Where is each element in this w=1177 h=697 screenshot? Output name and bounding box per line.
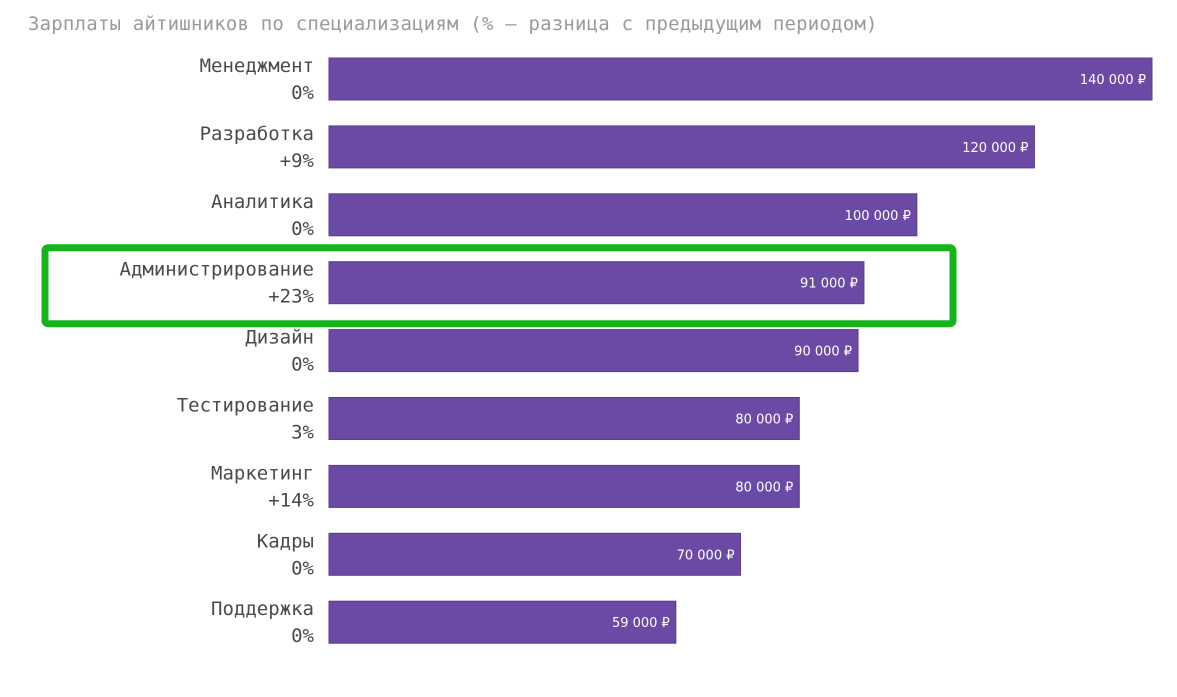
category-label: Аналитика — [211, 191, 314, 213]
bar-value-label: 80 000 ₽ — [735, 480, 793, 495]
delta-label: +14% — [268, 489, 314, 511]
category-label: Менеджмент — [200, 55, 314, 77]
delta-label: 0% — [291, 82, 314, 104]
bar — [328, 397, 800, 440]
category-label: Маркетинг — [211, 462, 314, 484]
delta-label: 3% — [291, 422, 314, 444]
bar — [328, 193, 918, 237]
bar — [328, 464, 800, 508]
category-label: Тестирование — [177, 395, 314, 417]
category-label: Поддержка — [211, 598, 314, 620]
chart-row: 100 000 ₽ Аналитика 0% — [211, 191, 918, 240]
bar-value-label: 120 000 ₽ — [962, 141, 1028, 156]
bar — [328, 329, 859, 373]
delta-label: +23% — [268, 286, 314, 308]
bar — [328, 57, 1153, 101]
delta-label: 0% — [291, 354, 314, 376]
chart-row: 140 000 ₽ Менеджмент 0% — [200, 55, 1153, 104]
chart-row: 91 000 ₽ Администрирование +23% — [120, 259, 865, 308]
bar — [328, 125, 1035, 169]
delta-label: 0% — [291, 625, 314, 647]
chart-title: Зарплаты айтишников по специализациям (%… — [28, 13, 878, 35]
chart-row: 59 000 ₽ Поддержка 0% — [211, 598, 677, 647]
category-label: Администрирование — [120, 259, 314, 281]
chart-row: 90 000 ₽ Дизайн 0% — [245, 327, 859, 376]
delta-label: 0% — [291, 218, 314, 240]
category-label: Разработка — [200, 123, 314, 145]
chart-row: 80 000 ₽ Тестирование 3% — [177, 395, 800, 444]
delta-label: +9% — [280, 150, 315, 172]
bar — [328, 532, 741, 576]
category-label: Дизайн — [245, 327, 314, 349]
highlight-frame — [41, 244, 957, 328]
delta-label: 0% — [291, 557, 314, 579]
chart-row: 80 000 ₽ Маркетинг +14% — [211, 462, 800, 511]
chart-row: 120 000 ₽ Разработка +9% — [200, 123, 1035, 172]
chart-row: 70 000 ₽ Кадры 0% — [257, 530, 741, 579]
category-label: Кадры — [257, 530, 314, 552]
bar-value-label: 91 000 ₽ — [800, 277, 858, 292]
bar-value-label: 59 000 ₽ — [612, 616, 670, 631]
bar — [328, 600, 677, 644]
bar-value-label: 140 000 ₽ — [1080, 73, 1146, 88]
bar-value-label: 90 000 ₽ — [794, 345, 852, 360]
bar — [328, 261, 865, 305]
bar-value-label: 70 000 ₽ — [677, 548, 735, 563]
bar-value-label: 80 000 ₽ — [735, 413, 793, 428]
bar-value-label: 100 000 ₽ — [845, 209, 911, 224]
